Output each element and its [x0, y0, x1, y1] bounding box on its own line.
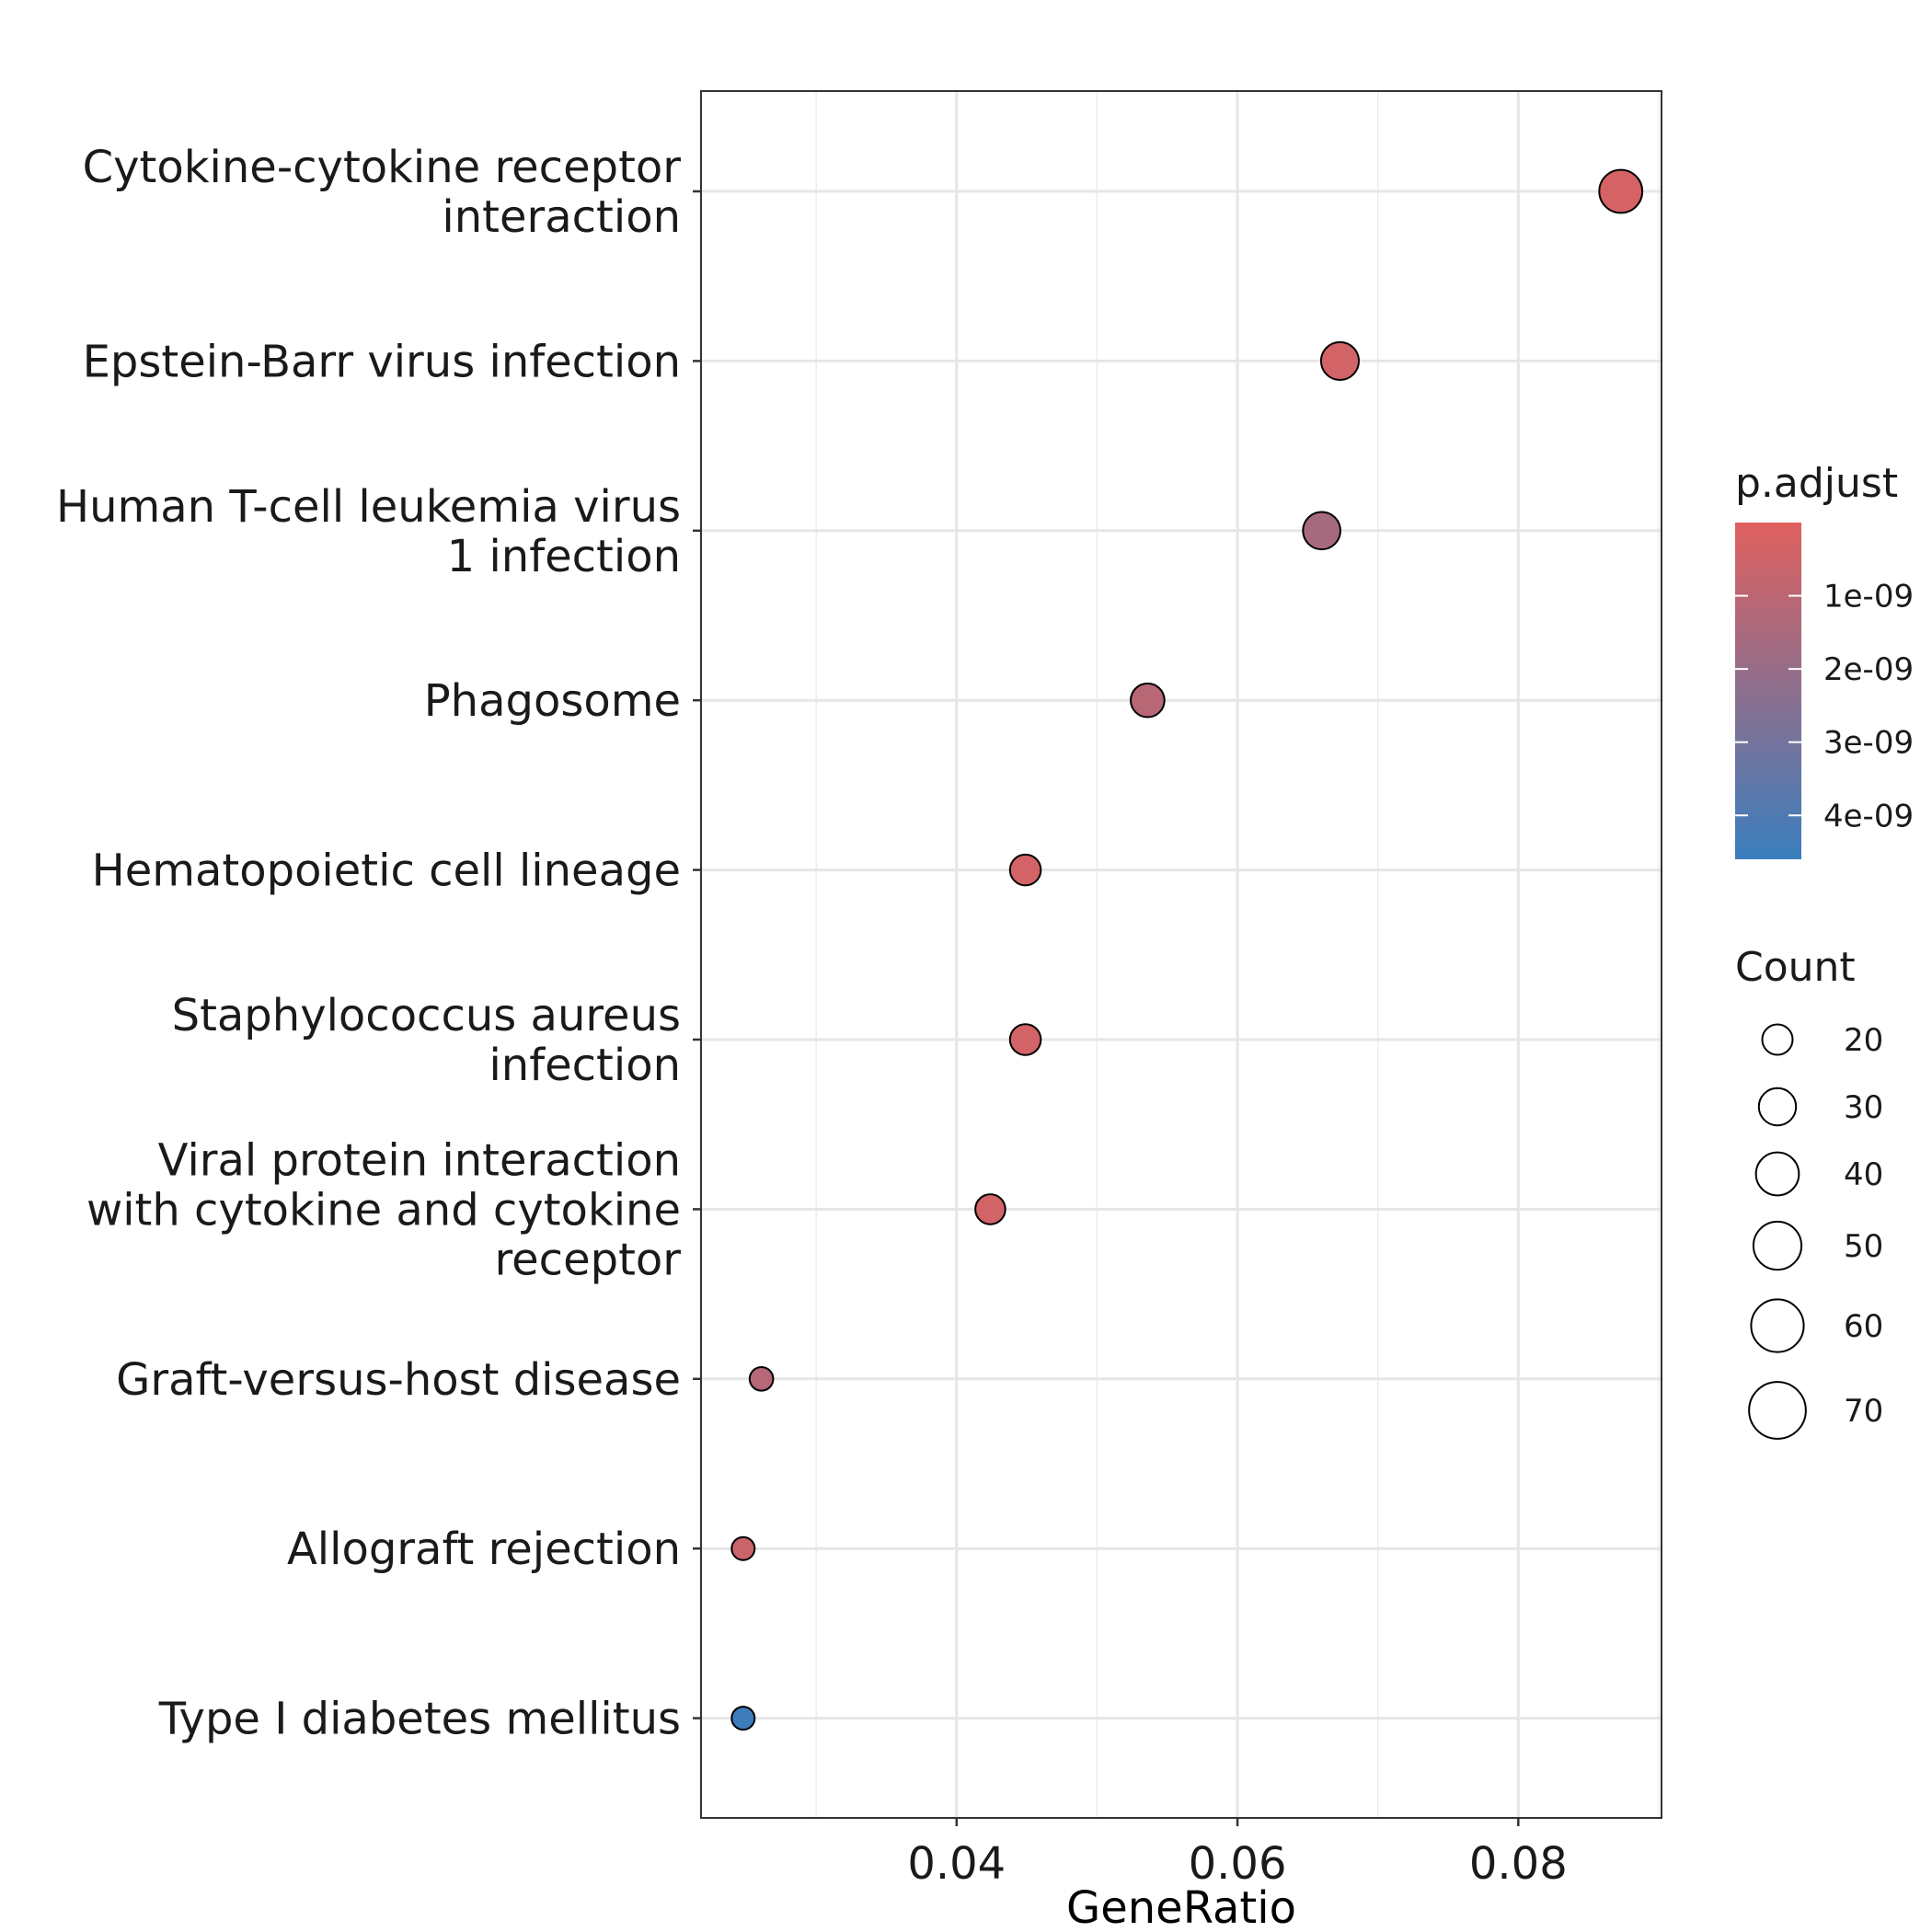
size-legend-title: Count [1735, 944, 1856, 991]
data-point [1319, 340, 1361, 381]
category-label-line: Phagosome [424, 675, 681, 727]
color-bar-label: 3e-09 [1823, 725, 1914, 762]
color-legend: p.adjust 1e-09 2e-09 3e-09 4e-09 [1735, 460, 1914, 859]
category-label-line: 1 infection [447, 531, 681, 582]
category-label-line: receptor [494, 1234, 681, 1285]
size-legend-circle [1754, 1151, 1800, 1197]
size-legend-label: 60 [1844, 1308, 1883, 1345]
category-label-line: Graft-versus-host disease [116, 1354, 681, 1406]
category-label-line: Allograft rejection [287, 1524, 681, 1575]
size-legend-circle [1757, 1087, 1798, 1127]
category-label: Staphylococcus aureus infection [172, 990, 681, 1091]
size-legend-label: 30 [1844, 1089, 1883, 1126]
data-point [1598, 168, 1644, 214]
data-point [1008, 1023, 1042, 1056]
category-label-line: infection [489, 1040, 681, 1091]
category-label-line: with cytokine and cytokine [86, 1184, 681, 1236]
category-label: Graft-versus-host disease [116, 1354, 681, 1406]
x-tick-label: 0.06 [1189, 1838, 1287, 1890]
data-point [1302, 511, 1341, 551]
data-points [730, 168, 1644, 1731]
data-point [974, 1193, 1006, 1225]
category-label: Epstein-Barr virus infection [83, 336, 681, 387]
data-point [1130, 682, 1166, 719]
size-legend-label: 70 [1844, 1393, 1883, 1430]
category-label: Viral protein interaction with cytokine a… [86, 1134, 681, 1285]
category-label-line: Epstein-Barr virus infection [83, 336, 681, 387]
x-tick-label: 0.08 [1469, 1838, 1568, 1890]
size-legend-circle [1752, 1220, 1803, 1271]
category-label-line: Hematopoietic cell lineage [92, 845, 681, 897]
data-point [1008, 853, 1042, 887]
category-label-line: interaction [442, 191, 681, 243]
x-axis: 0.04 0.06 0.08 [907, 1818, 1568, 1890]
category-label: Cytokine-cytokine receptor interaction [83, 142, 682, 243]
category-label-line: Human T-cell leukemia virus [56, 481, 681, 533]
color-legend-title: p.adjust [1735, 460, 1898, 507]
category-label-line: Staphylococcus aureus [172, 990, 681, 1041]
category-label: Phagosome [424, 675, 681, 727]
color-bar-label: 4e-09 [1823, 798, 1914, 834]
data-point [730, 1706, 756, 1731]
size-legend-circle [1748, 1381, 1807, 1440]
color-bar [1735, 523, 1801, 859]
panel-border [700, 90, 1662, 1819]
category-label: Human T-cell leukemia virus 1 infection [56, 481, 681, 582]
category-label: Allograft rejection [287, 1524, 681, 1575]
y-axis: Cytokine-cytokine receptor interaction Eps… [56, 142, 701, 1745]
size-legend-label: 50 [1844, 1228, 1883, 1265]
category-label-line: Type I diabetes mellitus [158, 1694, 681, 1745]
category-label: Hematopoietic cell lineage [92, 845, 681, 897]
category-label: Type I diabetes mellitus [158, 1694, 681, 1745]
x-axis-title: GeneRatio [1066, 1882, 1296, 1932]
size-legend-circle [1761, 1023, 1794, 1056]
data-point [748, 1365, 775, 1392]
size-legend-label: 20 [1844, 1022, 1883, 1059]
category-label-line: Cytokine-cytokine receptor [83, 142, 682, 193]
size-legend-circle [1750, 1298, 1805, 1353]
size-legend-label: 40 [1844, 1156, 1883, 1193]
x-tick-label: 0.04 [907, 1838, 1006, 1890]
color-bar-label: 2e-09 [1823, 651, 1914, 688]
category-label-line: Viral protein interaction [158, 1134, 681, 1186]
grid [701, 91, 1662, 1818]
color-bar-label: 1e-09 [1823, 579, 1914, 615]
size-legend: Count 20 30 40 50 60 70 [1735, 944, 1883, 1440]
data-point [730, 1535, 756, 1561]
